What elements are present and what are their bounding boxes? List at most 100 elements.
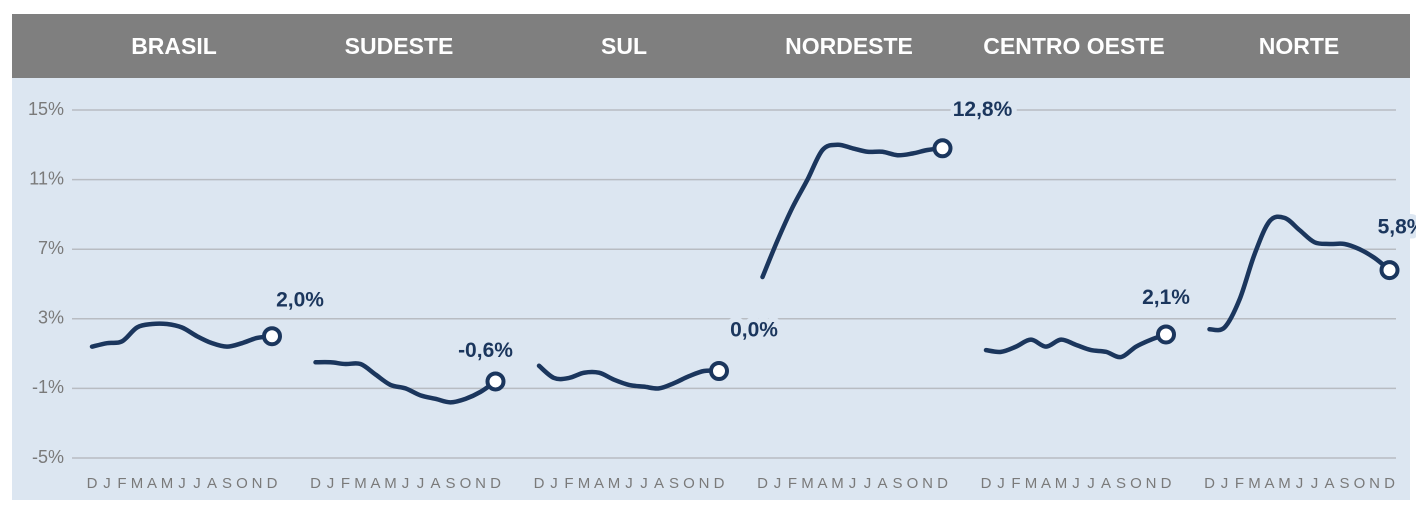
end-point: [485, 371, 506, 392]
x-tick-label: A: [1101, 475, 1111, 492]
x-tick-label: D: [310, 475, 321, 492]
x-tick-label: M: [131, 475, 144, 492]
x-tick-label: S: [222, 475, 232, 492]
x-tick-label: J: [640, 475, 648, 492]
series-line: [536, 363, 722, 391]
end-point: [709, 361, 729, 381]
header-bar: [12, 14, 1410, 78]
x-tick-label: S: [1116, 475, 1126, 492]
y-tick-label: -5%: [32, 447, 64, 467]
x-tick-label: S: [1339, 475, 1349, 492]
panel-title: NORTE: [1259, 33, 1340, 59]
x-tick-label: O: [236, 475, 248, 492]
x-tick-label: N: [922, 475, 933, 492]
x-tick-label: A: [817, 475, 827, 492]
x-tick-label: O: [460, 475, 472, 492]
x-tick-label: A: [1264, 475, 1274, 492]
x-tick-label: A: [430, 475, 440, 492]
x-tick-label: N: [1369, 475, 1380, 492]
x-tick-label: N: [475, 475, 486, 492]
y-tick-label: 11%: [29, 168, 64, 188]
x-tick-label: N: [252, 475, 263, 492]
x-tick-label: A: [147, 475, 157, 492]
y-tick-label: -1%: [32, 377, 64, 397]
series-line: [89, 321, 275, 349]
x-tick-label: J: [849, 475, 857, 492]
x-tick-label: O: [683, 475, 695, 492]
x-tick-label: F: [117, 475, 126, 492]
series-line: [983, 332, 1169, 360]
plot-background: [12, 78, 1410, 500]
x-tick-label: A: [370, 475, 380, 492]
x-tick-label: J: [1296, 475, 1304, 492]
x-tick-label: A: [594, 475, 604, 492]
x-tick-label: M: [1025, 475, 1038, 492]
x-tick-label: D: [714, 475, 725, 492]
x-tick-label: D: [757, 475, 768, 492]
x-tick-label: J: [1087, 475, 1095, 492]
x-tick-label: S: [445, 475, 455, 492]
x-tick-label: A: [1041, 475, 1051, 492]
x-tick-label: J: [327, 475, 335, 492]
x-tick-label: J: [774, 475, 782, 492]
x-tick-label: S: [669, 475, 679, 492]
x-tick-label: F: [1011, 475, 1020, 492]
data-label: 5,8%: [1378, 216, 1416, 239]
panel-title: BRASIL: [131, 33, 217, 59]
data-label: 12,8%: [953, 98, 1013, 121]
x-tick-label: M: [801, 475, 814, 492]
x-tick-label: D: [1204, 475, 1215, 492]
x-tick-label: J: [625, 475, 633, 492]
x-tick-label: F: [1235, 475, 1244, 492]
x-tick-label: S: [892, 475, 902, 492]
x-tick-label: M: [384, 475, 397, 492]
y-tick-label: 7%: [38, 238, 64, 258]
x-tick-label: D: [267, 475, 278, 492]
x-tick-label: A: [1324, 475, 1334, 492]
end-point: [1379, 260, 1400, 281]
x-tick-label: M: [354, 475, 367, 492]
x-tick-label: J: [402, 475, 410, 492]
x-tick-label: N: [1146, 475, 1157, 492]
x-tick-label: D: [87, 475, 98, 492]
data-label: 0,0%: [730, 319, 778, 342]
x-tick-label: J: [864, 475, 872, 492]
y-tick-label: 15%: [28, 99, 64, 119]
panel-title: SUDESTE: [345, 33, 454, 59]
x-tick-label: F: [341, 475, 350, 492]
x-tick-label: J: [417, 475, 425, 492]
data-label: 2,1%: [1142, 286, 1190, 309]
panel-title: NORDESTE: [785, 33, 913, 59]
end-point: [932, 138, 953, 159]
x-tick-label: J: [997, 475, 1005, 492]
x-tick-label: A: [207, 475, 217, 492]
x-tick-label: J: [1072, 475, 1080, 492]
x-tick-label: J: [550, 475, 558, 492]
x-tick-label: M: [1055, 475, 1068, 492]
x-tick-label: O: [907, 475, 919, 492]
x-tick-label: M: [1278, 475, 1291, 492]
panel-title: SUL: [601, 33, 647, 59]
x-tick-label: D: [937, 475, 948, 492]
x-tick-label: D: [981, 475, 992, 492]
x-tick-label: M: [831, 475, 844, 492]
series-line: [760, 142, 945, 280]
x-tick-label: D: [1161, 475, 1172, 492]
x-tick-label: J: [1221, 475, 1229, 492]
end-point: [1156, 324, 1176, 345]
data-label: 2,0%: [276, 289, 324, 312]
x-tick-label: A: [654, 475, 664, 492]
x-tick-label: O: [1354, 475, 1366, 492]
x-tick-label: M: [161, 475, 174, 492]
panel-title: CENTRO OESTE: [983, 33, 1164, 59]
x-tick-label: O: [1130, 475, 1142, 492]
x-tick-label: J: [1311, 475, 1319, 492]
x-tick-label: A: [877, 475, 887, 492]
x-tick-label: D: [534, 475, 545, 492]
series-line: [1207, 214, 1392, 333]
x-tick-label: D: [490, 475, 501, 492]
x-tick-label: J: [193, 475, 201, 492]
x-tick-label: M: [608, 475, 621, 492]
x-tick-label: D: [1384, 475, 1395, 492]
